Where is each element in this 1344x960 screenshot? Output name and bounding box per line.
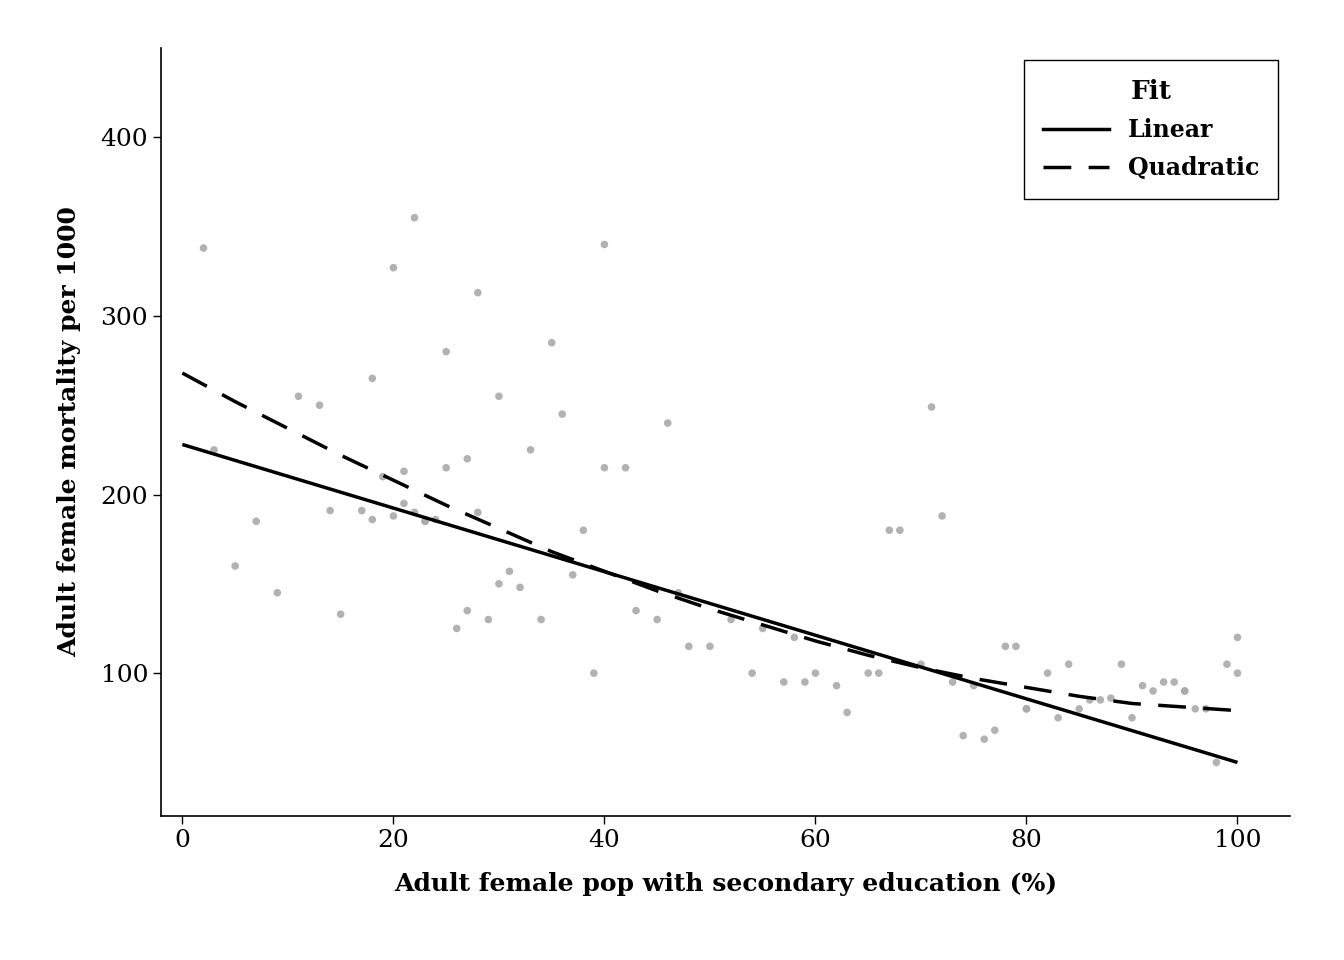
Point [857, 665, 879, 681]
Point [1206, 755, 1227, 770]
Point [224, 559, 246, 574]
Point [657, 416, 679, 431]
Point [266, 585, 288, 600]
Point [394, 464, 415, 479]
Point [499, 564, 520, 579]
Point [435, 460, 457, 475]
Point [794, 674, 816, 689]
Point [742, 665, 763, 681]
Point [583, 665, 605, 681]
Point [805, 665, 827, 681]
Point [309, 397, 331, 413]
Point [931, 508, 953, 523]
Point [1173, 684, 1195, 699]
Point [477, 612, 499, 627]
Point [383, 508, 405, 523]
Point [372, 469, 394, 485]
Point [1164, 674, 1185, 689]
Point [1132, 678, 1153, 693]
Point [446, 621, 468, 636]
Point [1090, 692, 1111, 708]
Point [203, 443, 224, 458]
Point [1184, 701, 1206, 716]
Point [520, 443, 542, 458]
Point [995, 638, 1016, 654]
Point [625, 603, 646, 618]
Point [1058, 657, 1079, 672]
Point [351, 503, 372, 518]
Point [910, 657, 931, 672]
Point [329, 607, 351, 622]
Point [573, 522, 594, 538]
Point [953, 728, 974, 743]
Point [562, 567, 583, 583]
Point [1173, 684, 1195, 699]
Point [414, 514, 435, 529]
Point [984, 723, 1005, 738]
Point [488, 576, 509, 591]
Point [699, 638, 720, 654]
Point [1068, 701, 1090, 716]
Point [825, 678, 847, 693]
Point [435, 344, 457, 359]
Point [646, 612, 668, 627]
Point [425, 512, 446, 527]
Point [488, 389, 509, 404]
Point [509, 580, 531, 595]
Point [973, 732, 995, 747]
Point [551, 406, 573, 421]
Point [1036, 665, 1058, 681]
Point [403, 505, 425, 520]
Point [1005, 638, 1027, 654]
Point [1227, 630, 1249, 645]
Point [720, 612, 742, 627]
Point [468, 505, 489, 520]
Point [457, 451, 478, 467]
Point [1101, 690, 1122, 706]
Point [942, 674, 964, 689]
Point [362, 512, 383, 527]
Point [320, 503, 341, 518]
Point [1195, 701, 1216, 716]
Point [890, 522, 911, 538]
Point [879, 522, 900, 538]
Point [1110, 657, 1132, 672]
Point [594, 460, 616, 475]
Point [962, 678, 984, 693]
Point [531, 612, 552, 627]
Point [1153, 674, 1175, 689]
Point [457, 603, 478, 618]
Point [1016, 701, 1038, 716]
X-axis label: Adult female pop with secondary education (%): Adult female pop with secondary educatio… [394, 872, 1058, 896]
Point [1142, 684, 1164, 699]
Point [1121, 710, 1142, 726]
Point [921, 399, 942, 415]
Point [868, 665, 890, 681]
Point [468, 285, 489, 300]
Point [1047, 710, 1068, 726]
Point [288, 389, 309, 404]
Point [614, 460, 636, 475]
Point [192, 240, 214, 255]
Point [362, 371, 383, 386]
Point [403, 210, 425, 226]
Point [594, 237, 616, 252]
Point [751, 621, 773, 636]
Point [773, 674, 794, 689]
Point [1079, 692, 1101, 708]
Point [1227, 665, 1249, 681]
Legend: Linear, Quadratic: Linear, Quadratic [1024, 60, 1278, 199]
Point [1216, 657, 1238, 672]
Point [1016, 701, 1038, 716]
Point [784, 630, 805, 645]
Point [394, 495, 415, 511]
Point [679, 638, 700, 654]
Y-axis label: Adult female mortality per 1000: Adult female mortality per 1000 [56, 206, 81, 658]
Point [540, 335, 562, 350]
Point [668, 585, 689, 600]
Point [246, 514, 267, 529]
Point [836, 705, 857, 720]
Point [383, 260, 405, 276]
Point [414, 514, 435, 529]
